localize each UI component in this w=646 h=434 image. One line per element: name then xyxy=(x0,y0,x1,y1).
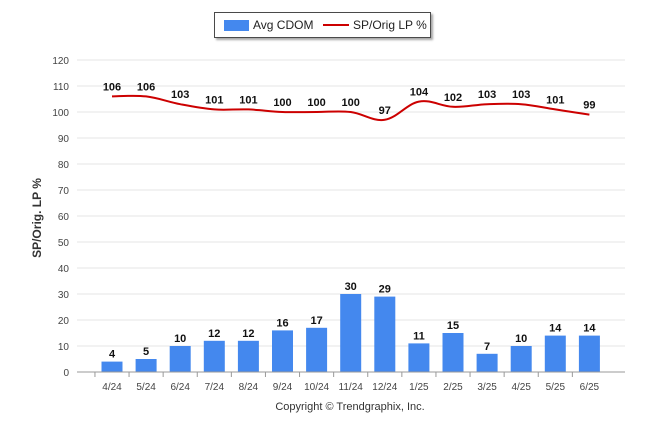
y-tick-label: 0 xyxy=(63,368,69,379)
bar xyxy=(544,335,566,372)
line-data-label: 100 xyxy=(273,97,291,109)
y-tick-label: 80 xyxy=(58,160,70,171)
y-tick-label: 30 xyxy=(58,290,70,301)
line-data-label: 99 xyxy=(583,100,595,112)
bar xyxy=(237,340,259,372)
bar xyxy=(272,330,293,372)
x-tick-label: 9/24 xyxy=(273,382,293,393)
bar-data-label: 17 xyxy=(310,315,322,327)
legend-item-line[interactable]: SP/Orig LP % xyxy=(323,13,427,37)
x-tick-label: 1/25 xyxy=(409,382,429,393)
bar xyxy=(374,296,396,372)
y-tick-label: 100 xyxy=(52,108,69,119)
y-axis-title: SP/Orig. LP % xyxy=(30,178,44,258)
bar-data-label: 10 xyxy=(174,333,186,345)
grid-lines xyxy=(77,59,625,373)
bar xyxy=(306,327,328,372)
bar xyxy=(408,343,430,372)
copyright-text: Copyright © Trendgraphix, Inc. xyxy=(0,401,646,413)
bar-data-label: 12 xyxy=(208,328,220,340)
line-data-label: 103 xyxy=(512,89,530,101)
bar-data-label: 29 xyxy=(379,284,391,296)
legend-bar-swatch xyxy=(224,19,249,31)
x-tick-label: 7/24 xyxy=(205,382,225,393)
bar-data-labels: 4 5 10 12 12 16 17 30 29 11 15 7 10 14 14 xyxy=(109,281,596,361)
bar-data-label: 12 xyxy=(242,328,254,340)
y-axis-ticks: 0 10 20 30 40 50 60 70 80 90 100 110 120 xyxy=(52,56,69,379)
legend-bar-label: Avg CDOM xyxy=(253,18,314,32)
bar xyxy=(442,333,464,372)
y-tick-label: 90 xyxy=(58,134,70,145)
line-data-label: 106 xyxy=(137,81,155,93)
line-data-label: 103 xyxy=(478,89,496,101)
x-tick-label: 5/25 xyxy=(546,382,566,393)
line-data-label: 104 xyxy=(410,87,429,99)
line-data-label: 100 xyxy=(307,97,325,109)
line-path xyxy=(111,94,590,122)
x-tick-label: 4/24 xyxy=(102,382,122,393)
bar-data-label: 11 xyxy=(413,330,425,342)
bar-data-label: 4 xyxy=(109,349,116,361)
bar-data-label: 7 xyxy=(484,341,490,353)
bar xyxy=(169,346,191,372)
bar-data-label: 15 xyxy=(447,320,459,332)
line-data-label: 102 xyxy=(444,92,462,104)
y-tick-label: 70 xyxy=(58,186,70,197)
x-tick-label: 8/24 xyxy=(239,382,259,393)
legend-line-label: SP/Orig LP % xyxy=(353,18,427,32)
y-tick-label: 40 xyxy=(58,264,70,275)
line-data-label: 101 xyxy=(546,94,564,106)
x-tick-label: 6/24 xyxy=(170,382,190,393)
copyright-label: Copyright © Trendgraphix, Inc. xyxy=(275,401,425,413)
line-data-label: 101 xyxy=(205,94,223,106)
bar xyxy=(135,359,157,372)
x-axis: 4/24 5/24 6/24 7/24 8/24 9/24 10/24 11/24 12/24 1… xyxy=(77,371,625,393)
legend-line-swatch xyxy=(323,24,349,26)
bar-data-label: 16 xyxy=(276,317,288,329)
line-data-label: 103 xyxy=(171,89,189,101)
y-tick-label: 10 xyxy=(58,342,70,353)
line-data-label: 100 xyxy=(342,97,360,109)
y-tick-label: 110 xyxy=(53,82,69,93)
bar-data-label: 14 xyxy=(549,323,562,335)
line-data-labels: 106 106 103 101 101 100 100 100 97 104 102 103 103 10… xyxy=(103,81,596,116)
bar-data-label: 14 xyxy=(583,323,596,335)
x-tick-label: 4/25 xyxy=(511,382,531,393)
x-tick-label: 6/25 xyxy=(580,382,600,393)
line-data-label: 101 xyxy=(239,94,257,106)
x-tick-label: 3/25 xyxy=(477,382,497,393)
line-data-label: 106 xyxy=(103,81,121,93)
bar xyxy=(578,335,600,372)
line-data-label: 97 xyxy=(379,105,391,117)
line-series xyxy=(111,94,590,122)
bar-data-label: 5 xyxy=(143,346,149,358)
bar-data-label: 30 xyxy=(345,281,357,293)
x-tick-label: 11/24 xyxy=(339,382,364,393)
bar-data-label: 10 xyxy=(515,333,527,345)
bar xyxy=(101,361,123,372)
bar xyxy=(510,346,532,372)
y-tick-label: 50 xyxy=(58,238,70,249)
legend: Avg CDOM SP/Orig LP % xyxy=(214,12,431,38)
x-tick-label: 5/24 xyxy=(136,382,156,393)
bar xyxy=(340,294,362,372)
y-tick-label: 120 xyxy=(52,56,69,67)
bar xyxy=(203,340,225,372)
bar-series xyxy=(101,294,600,372)
x-tick-label: 12/24 xyxy=(372,382,397,393)
legend-item-bar[interactable]: Avg CDOM xyxy=(224,13,313,37)
y-tick-label: 20 xyxy=(58,316,70,327)
x-tick-label: 10/24 xyxy=(304,382,329,393)
y-tick-label: 60 xyxy=(58,212,70,223)
x-tick-label: 2/25 xyxy=(443,382,463,393)
bar xyxy=(476,353,498,372)
